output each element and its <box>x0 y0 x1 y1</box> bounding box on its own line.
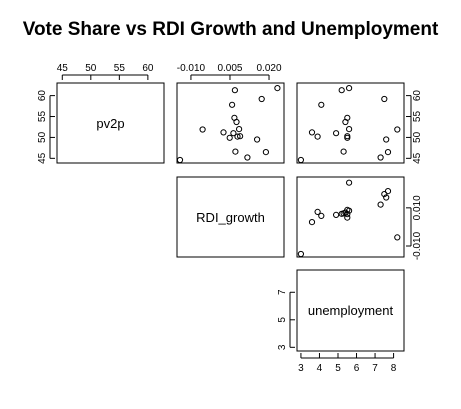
panel-pv2p <box>56 82 165 164</box>
point-rdi-vs-unemployment <box>346 179 353 186</box>
point-pv2p-vs-unemployment <box>333 130 340 137</box>
tick-label-rdi-top: 0.005 <box>217 63 242 74</box>
point-pv2p-vs-unemployment <box>318 101 325 108</box>
tick-label-rdi-top: 0.020 <box>257 63 282 74</box>
point-pv2p-vs-unemployment <box>338 87 345 94</box>
point-pv2p-vs-rdi <box>226 134 233 141</box>
tick-label-unemployment-bottom: 8 <box>391 363 397 374</box>
point-pv2p-vs-unemployment <box>346 126 353 133</box>
point-pv2p-vs-rdi <box>220 129 227 136</box>
tick-label-pv2p-right: 60 <box>412 90 423 102</box>
point-pv2p-vs-unemployment <box>384 149 392 156</box>
tick-label-pv2p-right: 55 <box>412 111 423 123</box>
panel-pv2p-vs-unemployment <box>296 82 405 164</box>
point-pv2p-vs-unemployment <box>383 136 390 143</box>
point-rdi-vs-unemployment <box>297 250 304 258</box>
point-rdi-vs-unemployment <box>383 194 390 201</box>
tick-label-pv2p-top: 45 <box>57 63 69 74</box>
point-pv2p-vs-rdi <box>232 148 239 155</box>
point-pv2p-vs-unemployment <box>308 129 316 136</box>
point-rdi-vs-unemployment <box>344 206 351 213</box>
panel-unemployment <box>296 269 405 352</box>
point-pv2p-vs-unemployment <box>344 133 351 140</box>
chart-title: Vote Share vs RDI Growth and Unemploymen… <box>23 19 439 40</box>
tick-label-pv2p-left: 45 <box>37 152 48 164</box>
tick-label-pv2p-top: 50 <box>85 63 97 74</box>
tick-label-pv2p-right: 45 <box>412 152 423 164</box>
point-pv2p-vs-rdi <box>244 154 251 161</box>
tick-label-pv2p-left: 50 <box>37 131 48 143</box>
tick-label-pv2p-left: 60 <box>37 90 48 102</box>
tick-label-pv2p-top: 60 <box>142 63 154 74</box>
panel-pv2p-vs-rdi <box>176 82 285 164</box>
tick-label-pv2p-top: 55 <box>114 63 126 74</box>
point-pv2p-vs-unemployment <box>314 133 321 140</box>
point-pv2p-vs-unemployment <box>297 156 304 164</box>
panel-rdi-vs-unemployment <box>296 176 405 258</box>
point-pv2p-vs-rdi <box>199 126 206 133</box>
point-rdi-vs-unemployment <box>318 212 325 219</box>
point-pv2p-vs-rdi <box>230 130 237 137</box>
point-rdi-vs-unemployment <box>338 210 345 217</box>
tick-label-unemployment-left: 5 <box>277 317 288 323</box>
point-rdi-vs-unemployment <box>314 208 321 215</box>
point-pv2p-vs-rdi <box>258 95 265 103</box>
var-label-rdi-growth: RDI_growth <box>196 210 265 225</box>
point-pv2p-vs-unemployment <box>342 118 349 126</box>
point-pv2p-vs-rdi <box>274 85 281 92</box>
point-rdi-vs-unemployment <box>394 234 401 241</box>
point-pv2p-vs-unemployment <box>394 126 401 133</box>
point-pv2p-vs-unemployment <box>346 85 353 92</box>
point-rdi-vs-unemployment <box>381 191 388 198</box>
tick-label-rdi-top: -0.010 <box>177 63 206 74</box>
point-pv2p-vs-unemployment <box>381 95 388 103</box>
tick-label-unemployment-bottom: 6 <box>354 363 360 374</box>
tick-label-unemployment-left: 3 <box>277 344 288 350</box>
tick-label-pv2p-right: 50 <box>412 131 423 143</box>
point-pv2p-vs-rdi <box>229 101 236 108</box>
tick-label-unemployment-bottom: 5 <box>335 363 341 374</box>
point-pv2p-vs-unemployment <box>340 148 347 155</box>
panel-rdi-growth <box>176 176 285 258</box>
point-rdi-vs-unemployment <box>308 219 316 226</box>
point-pv2p-vs-rdi <box>237 133 244 140</box>
point-rdi-vs-unemployment <box>384 188 392 195</box>
point-pv2p-vs-rdi <box>231 87 238 94</box>
point-pv2p-vs-rdi <box>236 126 243 133</box>
point-rdi-vs-unemployment <box>377 201 384 208</box>
point-pv2p-vs-rdi <box>254 136 261 143</box>
tick-label-pv2p-left: 55 <box>37 111 48 123</box>
point-pv2p-vs-rdi <box>262 149 269 156</box>
point-pv2p-vs-rdi <box>234 133 241 140</box>
var-label-unemployment: unemployment <box>308 303 394 318</box>
tick-label-unemployment-bottom: 7 <box>372 363 378 374</box>
tick-label-rdi-right: -0.010 <box>412 231 423 260</box>
tick-label-unemployment-left: 7 <box>277 289 288 295</box>
tick-label-unemployment-bottom: 3 <box>298 363 304 374</box>
tick-label-unemployment-bottom: 4 <box>317 363 323 374</box>
var-label-pv2p: pv2p <box>96 116 124 131</box>
point-pv2p-vs-unemployment <box>377 154 384 161</box>
point-pv2p-vs-rdi <box>233 118 240 126</box>
point-pv2p-vs-rdi <box>176 156 184 164</box>
tick-label-rdi-right: 0.010 <box>412 195 423 220</box>
point-rdi-vs-unemployment <box>333 211 340 218</box>
